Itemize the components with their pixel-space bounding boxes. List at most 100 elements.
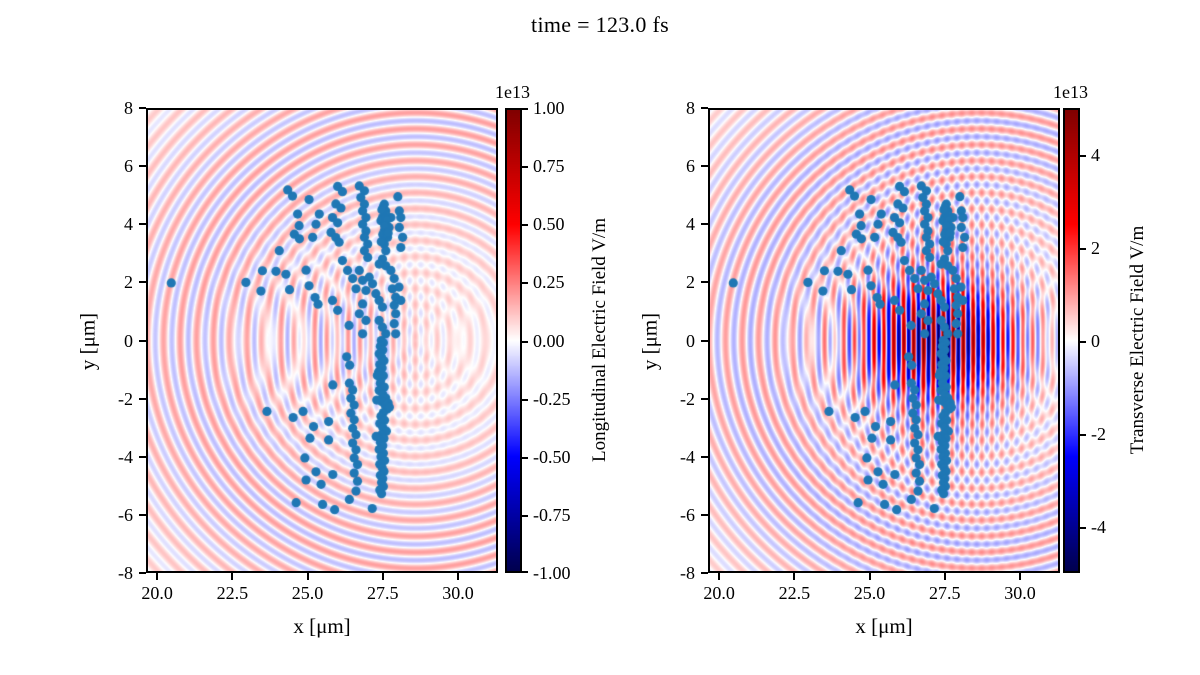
x-tick bbox=[868, 573, 871, 580]
colorbar-tick bbox=[1080, 154, 1086, 157]
transverse-colorbar-label: Transverse Electric Field V/m bbox=[1127, 225, 1148, 455]
y-tick-label: 2 bbox=[124, 272, 133, 293]
y-tick bbox=[701, 455, 708, 458]
colorbar-tick bbox=[522, 456, 528, 459]
y-tick-label: -6 bbox=[680, 504, 695, 525]
colorbar-tick-label: 0 bbox=[1091, 330, 1100, 351]
y-tick bbox=[139, 165, 146, 168]
y-tick bbox=[139, 223, 146, 226]
colorbar-tick-label: 0.00 bbox=[533, 330, 565, 351]
colorbar-tick-label: 0.25 bbox=[533, 272, 565, 293]
x-tick-label: 25.0 bbox=[853, 583, 886, 603]
colorbar-tick-label: -2 bbox=[1091, 423, 1106, 444]
transverse-colorbar bbox=[1063, 108, 1080, 573]
y-tick-label: 8 bbox=[686, 98, 695, 118]
colorbar-tick bbox=[1080, 340, 1086, 343]
y-tick bbox=[701, 223, 708, 226]
transverse-colorbar-offset: 1e13 bbox=[1053, 82, 1088, 102]
longitudinal-colorbar-gradient bbox=[505, 108, 522, 573]
colorbar-tick-label: -0.50 bbox=[533, 446, 571, 467]
y-tick-label: 8 bbox=[124, 98, 133, 118]
x-tick-label: 30.0 bbox=[442, 583, 474, 603]
y-tick bbox=[139, 107, 146, 109]
longitudinal-colorbar-offset: 1e13 bbox=[495, 82, 530, 102]
colorbar-tick-label: 2 bbox=[1091, 237, 1100, 258]
y-tick bbox=[139, 572, 146, 574]
colorbar-tick bbox=[522, 514, 528, 517]
colorbar-tick bbox=[522, 224, 528, 227]
colorbar-tick-label: -4 bbox=[1091, 516, 1106, 537]
right-x-axis-label: x [μm] bbox=[855, 614, 913, 638]
y-tick-label: 6 bbox=[124, 156, 133, 177]
colorbar-tick bbox=[1080, 247, 1086, 250]
left-x-axis-label: x [μm] bbox=[293, 614, 351, 638]
colorbar-tick-label: 0.75 bbox=[533, 156, 565, 177]
longitudinal-field-heatmap bbox=[146, 108, 498, 573]
x-tick-label: 20.0 bbox=[141, 583, 173, 603]
x-tick-label: 20.0 bbox=[703, 583, 735, 603]
colorbar-tick bbox=[522, 108, 528, 110]
y-tick bbox=[701, 165, 708, 168]
y-tick bbox=[139, 513, 146, 516]
colorbar-tick-label: 4 bbox=[1091, 144, 1100, 165]
y-tick-label: 2 bbox=[686, 272, 695, 293]
colorbar-tick-label: -1.00 bbox=[533, 563, 571, 583]
y-tick bbox=[701, 572, 708, 574]
x-tick bbox=[381, 573, 384, 580]
longitudinal-field-plot bbox=[146, 108, 498, 573]
y-tick bbox=[139, 339, 146, 342]
colorbar-tick bbox=[522, 166, 528, 169]
colorbar-tick bbox=[522, 340, 528, 343]
y-tick bbox=[139, 281, 146, 284]
y-tick bbox=[701, 397, 708, 400]
x-tick bbox=[718, 573, 721, 580]
x-tick-label: 22.5 bbox=[216, 583, 249, 603]
colorbar-tick-label: -0.75 bbox=[533, 504, 571, 525]
x-tick bbox=[306, 573, 309, 580]
figure-title: time = 123.0 fs bbox=[531, 12, 669, 37]
y-tick-label: -2 bbox=[680, 388, 695, 409]
y-tick-label: 4 bbox=[686, 214, 695, 235]
x-tick bbox=[456, 573, 459, 580]
longitudinal-colorbar-label: Longitudinal Electric Field V/m bbox=[589, 218, 610, 462]
y-tick-label: 0 bbox=[124, 330, 133, 351]
x-tick bbox=[1018, 573, 1021, 580]
y-tick bbox=[701, 107, 708, 109]
y-tick-label: -4 bbox=[118, 446, 133, 467]
x-tick bbox=[156, 573, 159, 580]
colorbar-tick bbox=[522, 571, 528, 573]
colorbar-tick-label: -0.25 bbox=[533, 388, 571, 409]
y-tick-label: -2 bbox=[118, 388, 133, 409]
y-tick bbox=[139, 397, 146, 400]
x-tick-label: 27.5 bbox=[929, 583, 961, 603]
x-tick-label: 30.0 bbox=[1004, 583, 1036, 603]
x-tick-label: 22.5 bbox=[778, 583, 811, 603]
transverse-colorbar-gradient bbox=[1063, 108, 1080, 573]
y-tick bbox=[701, 339, 708, 342]
y-tick-label: -8 bbox=[680, 563, 695, 583]
y-tick-label: -4 bbox=[680, 446, 695, 467]
colorbar-tick-label: 0.50 bbox=[533, 214, 565, 235]
longitudinal-colorbar bbox=[505, 108, 522, 573]
x-tick bbox=[943, 573, 946, 580]
transverse-field-plot bbox=[708, 108, 1060, 573]
y-tick bbox=[701, 281, 708, 284]
colorbar-tick bbox=[522, 282, 528, 285]
y-tick-label: 6 bbox=[686, 156, 695, 177]
colorbar-tick bbox=[1080, 526, 1086, 529]
y-tick bbox=[139, 455, 146, 458]
x-tick-label: 25.0 bbox=[291, 583, 324, 603]
colorbar-tick-label: 1.00 bbox=[533, 98, 565, 118]
x-tick bbox=[793, 573, 796, 580]
colorbar-tick bbox=[522, 398, 528, 401]
y-tick-label: -6 bbox=[118, 504, 133, 525]
y-tick-label: 0 bbox=[686, 330, 695, 351]
transverse-field-heatmap bbox=[708, 108, 1060, 573]
x-tick bbox=[231, 573, 234, 580]
colorbar-tick bbox=[1080, 433, 1086, 436]
y-tick bbox=[701, 513, 708, 516]
y-tick-label: -8 bbox=[118, 563, 133, 583]
x-tick-label: 27.5 bbox=[367, 583, 399, 603]
y-tick-label: 4 bbox=[124, 214, 133, 235]
